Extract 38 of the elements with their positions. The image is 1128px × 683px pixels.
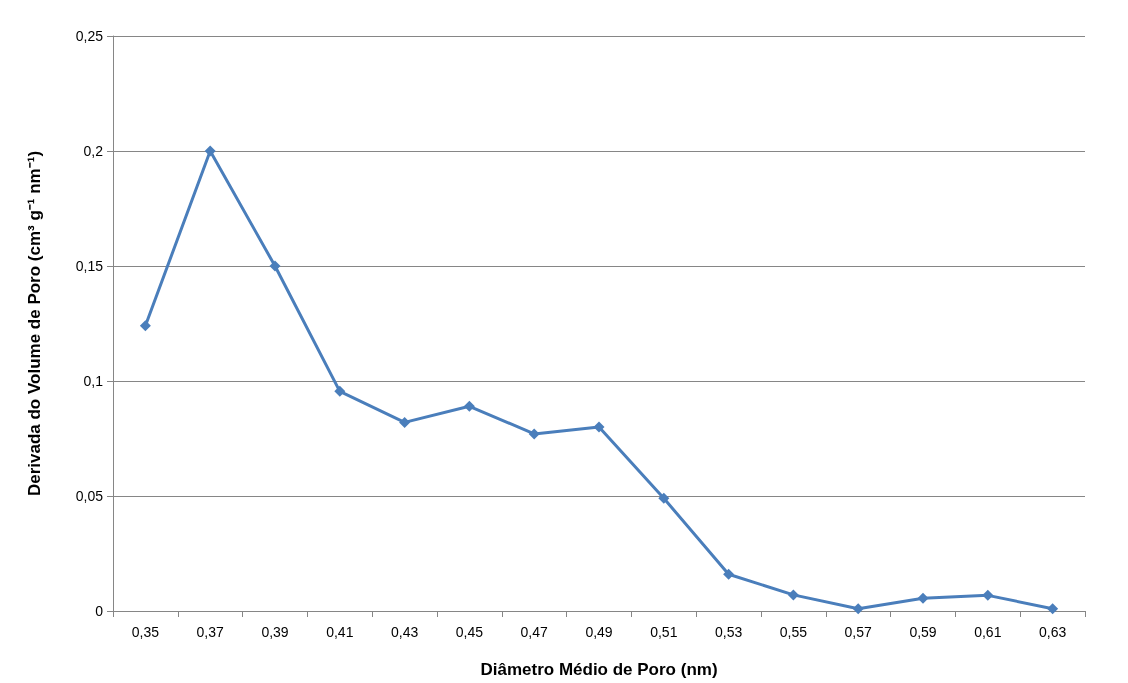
point	[982, 589, 994, 601]
point	[269, 260, 281, 272]
point	[334, 385, 346, 397]
x-tick-label: 0,41	[326, 624, 354, 640]
point	[787, 589, 799, 601]
y-tick-label: 0,2	[83, 143, 104, 159]
point	[852, 603, 864, 615]
x-tick-label: 0,43	[390, 624, 419, 640]
point	[399, 416, 411, 428]
x-axis-title: Diâmetro Médio de Poro (nm)	[480, 660, 718, 679]
point	[723, 568, 735, 580]
point	[204, 145, 216, 157]
y-axis-title: Derivada do Volume de Poro (cm³ g⁻¹ nm⁻¹)	[25, 150, 44, 497]
x-tick-label: 0,35	[131, 624, 160, 640]
y-tick-label: 0,25	[75, 28, 104, 44]
x-tick-label: 0,37	[196, 624, 225, 640]
point	[463, 400, 475, 412]
point	[528, 428, 540, 440]
point	[139, 320, 151, 332]
point	[917, 592, 929, 604]
point	[658, 492, 670, 504]
y-tick-label: 0,05	[75, 488, 104, 504]
x-tick-label: 0,47	[520, 624, 549, 640]
x-tick-label: 0,39	[261, 624, 289, 640]
x-tick-label: 0,59	[909, 624, 937, 640]
y-tick-label: 0,15	[75, 258, 104, 274]
point	[1047, 603, 1059, 615]
x-tick-label: 0,51	[650, 624, 678, 640]
x-tick-label: 0,57	[844, 624, 873, 640]
point	[593, 421, 605, 433]
x-tick-label: 0,55	[779, 624, 808, 640]
y-tick-label: 0,1	[83, 373, 104, 389]
x-tick-label: 0,53	[714, 624, 743, 640]
x-tick-label: 0,61	[974, 624, 1002, 640]
x-tick-label: 0,45	[455, 624, 484, 640]
x-tick-label: 0,49	[585, 624, 613, 640]
y-tick-label: 0	[95, 603, 104, 619]
x-tick-label: 0,63	[1038, 624, 1067, 640]
